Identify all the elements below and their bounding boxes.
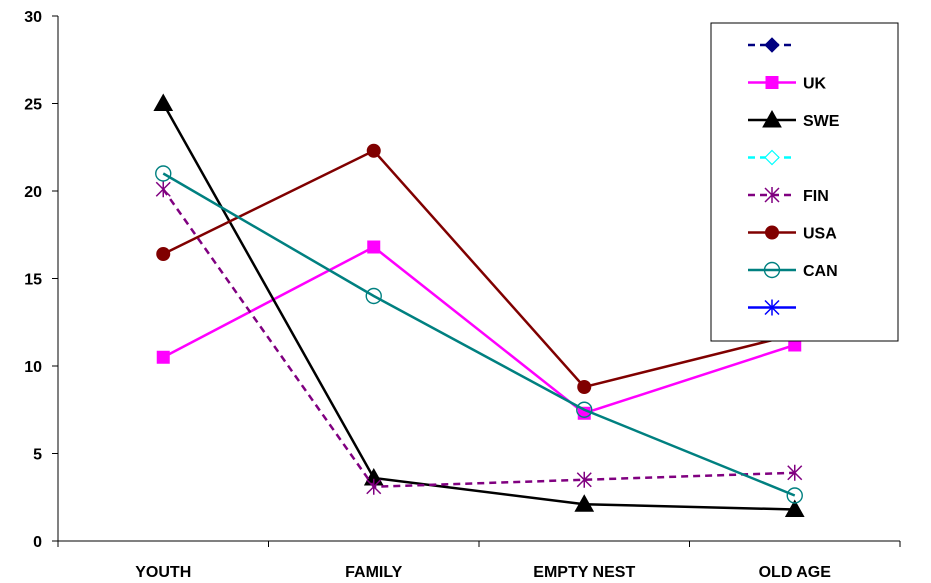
series-swe xyxy=(153,93,805,517)
legend-label: UK xyxy=(803,76,827,93)
x-tick-label: FAMILY xyxy=(345,564,403,581)
legend-marker xyxy=(763,261,781,279)
data-point xyxy=(576,401,593,418)
legend-item: CAN xyxy=(748,261,838,280)
y-tick-label: 5 xyxy=(33,447,42,464)
series-line xyxy=(162,149,796,389)
data-point xyxy=(576,471,592,488)
series-line xyxy=(162,172,796,497)
series-can xyxy=(155,165,803,504)
x-tick-label: EMPTY NEST xyxy=(533,564,635,581)
legend-marker xyxy=(764,149,780,166)
data-point xyxy=(155,165,172,182)
data-point xyxy=(155,181,171,198)
legend-item: FIN xyxy=(748,187,829,205)
series-line xyxy=(162,102,795,511)
data-point xyxy=(365,287,382,305)
series-layer xyxy=(153,93,805,517)
legend-item xyxy=(748,149,796,166)
data-point xyxy=(156,350,170,364)
data-point xyxy=(784,499,805,517)
y-tick-label: 15 xyxy=(24,272,42,289)
data-point xyxy=(786,487,803,504)
y-tick-label: 25 xyxy=(24,97,42,114)
y-tick-label: 20 xyxy=(24,184,42,201)
x-tick-label: YOUTH xyxy=(135,564,191,581)
legend-marker xyxy=(762,109,782,128)
series-line xyxy=(162,245,796,415)
legend-marker xyxy=(764,37,780,53)
legend-item: USA xyxy=(748,225,837,243)
legend-marker xyxy=(764,299,780,316)
legend-box xyxy=(710,22,899,342)
legend-item xyxy=(748,299,796,316)
legend-marker xyxy=(765,76,779,89)
legend-label: FIN xyxy=(803,188,829,205)
y-tick-label: 10 xyxy=(24,359,42,376)
y-tick-label: 0 xyxy=(33,534,42,551)
x-tick-label: OLD AGE xyxy=(759,564,832,581)
legend-label: CAN xyxy=(803,263,838,280)
data-point xyxy=(574,494,595,512)
series-line xyxy=(162,188,795,489)
legend-marker xyxy=(764,187,780,203)
legend-item xyxy=(748,37,796,53)
legend-marker xyxy=(765,225,779,240)
data-point xyxy=(153,93,174,111)
y-tick-label: 30 xyxy=(24,9,42,26)
legend: UK SWE FIN USA CAN xyxy=(710,22,899,342)
data-point xyxy=(367,240,381,254)
legend-item: SWE xyxy=(748,109,840,130)
series-fin xyxy=(155,181,803,495)
data-point xyxy=(787,464,803,481)
plot-area: 0 5 10 15 20 25 30 YOUTH FAMILY EMPTY NEST OLD AGE xyxy=(24,9,901,581)
legend-item: UK xyxy=(748,76,827,93)
data-point xyxy=(577,380,592,394)
data-point xyxy=(156,247,171,261)
legend-label: USA xyxy=(803,226,837,243)
series-usa xyxy=(156,143,802,394)
data-point xyxy=(366,143,381,158)
data-point xyxy=(366,478,382,495)
legend-label: SWE xyxy=(803,113,840,130)
